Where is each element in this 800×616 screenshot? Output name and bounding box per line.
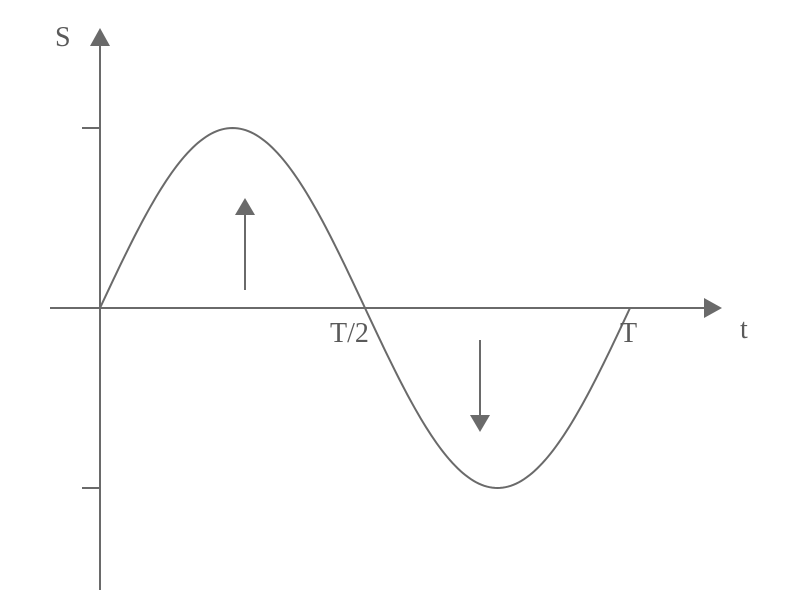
x-tick-label-half: T/2 [330, 318, 369, 350]
y-axis-label: S [55, 22, 71, 54]
direction-arrowhead-icon [235, 198, 255, 215]
x-tick-label-full: T [620, 318, 637, 350]
x-axis-label: t [740, 314, 748, 346]
y-axis-arrowhead-icon [90, 28, 110, 46]
x-axis-arrowhead-icon [704, 298, 722, 318]
chart-svg [0, 0, 800, 616]
sine-chart: S t T/2 T [0, 0, 800, 616]
direction-arrowhead-icon [470, 415, 490, 432]
